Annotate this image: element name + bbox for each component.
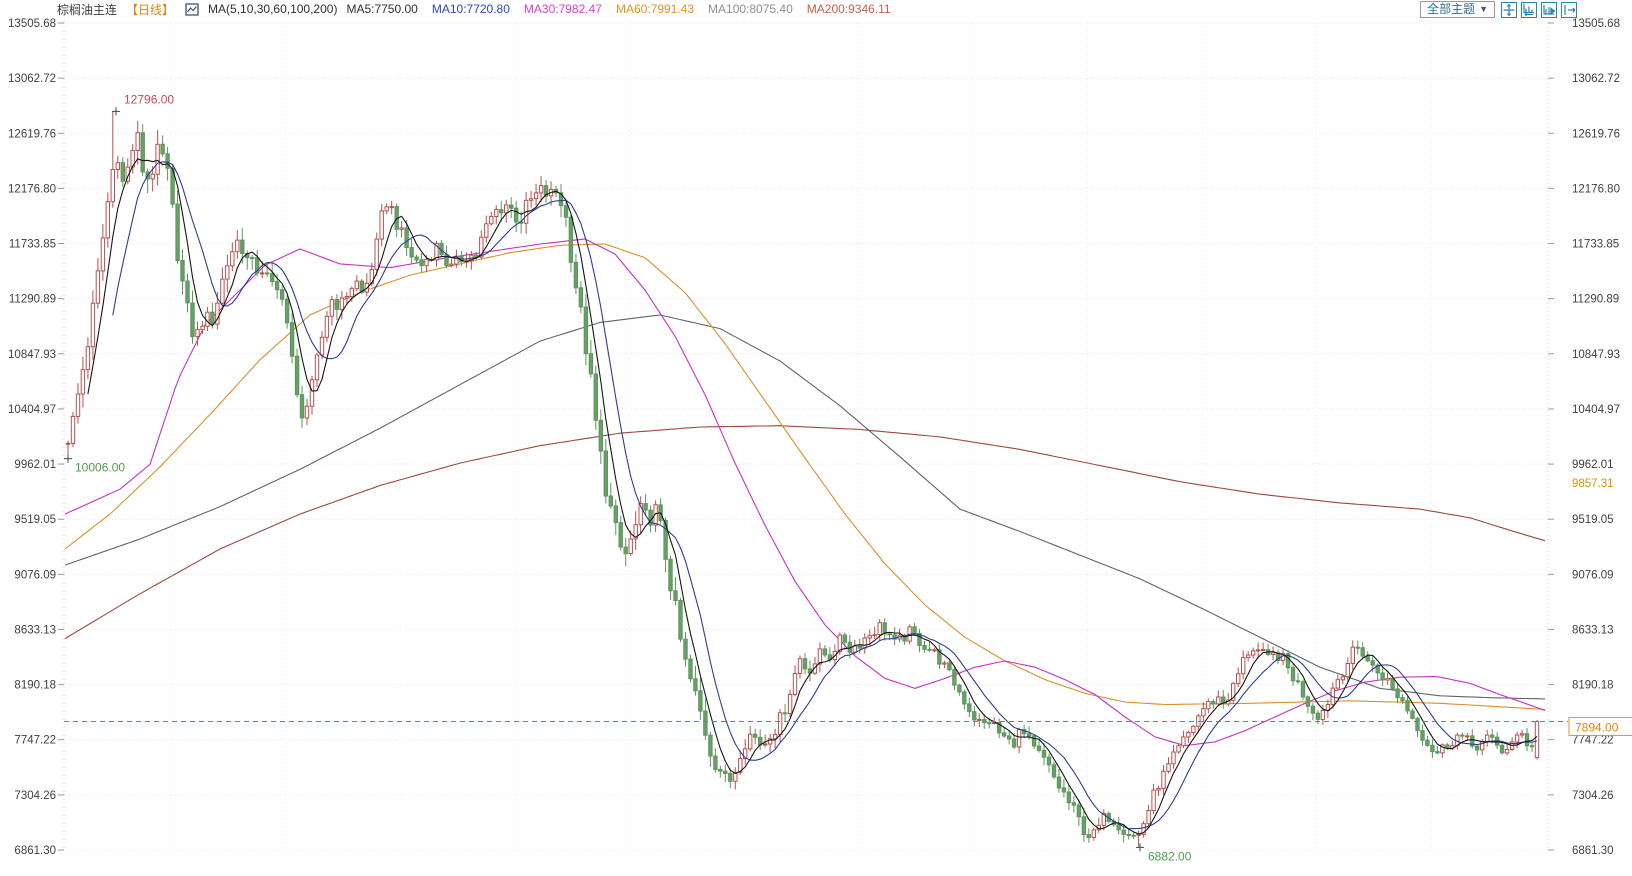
right-axis-label: 11290.89 [1572, 294, 1619, 306]
right-axis-label: 9076.09 [1572, 569, 1614, 581]
right-axis-label: 10404.97 [1572, 404, 1620, 416]
timeframe-label: 【日线】 [126, 2, 175, 17]
ma-current-values: MA5:7750.00 MA10:7720.80 MA30:7982.47 MA60:… [346, 2, 904, 16]
ma-value-label: MA5:7750.00 [346, 2, 418, 16]
theme-dropdown-label: 全部主题 [1427, 2, 1476, 16]
right-axis-label: 12176.80 [1572, 183, 1620, 195]
chart-toolbar: 全部主题 ▼ [1420, 1, 1577, 18]
ma-line-ma200 [64, 425, 1546, 640]
left-axis-label: 9519.05 [14, 514, 56, 526]
ma-value-label: MA10:7720.80 [431, 2, 510, 16]
right-axis-label: 11733.85 [1572, 239, 1619, 251]
play-forward-icon[interactable] [1541, 1, 1557, 18]
ma-line-ma60 [64, 243, 1546, 710]
left-axis-label: 9962.01 [14, 459, 56, 471]
left-axis-label: 9076.09 [14, 569, 56, 581]
ma-params-label: MA(5,10,30,60,100,200) [208, 2, 338, 16]
ma-line-ma100 [64, 314, 1546, 700]
fit-horizontal-icon[interactable] [1521, 1, 1537, 18]
exit-right-icon[interactable] [1561, 1, 1577, 18]
right-axis-label: 13505.68 [1572, 18, 1620, 30]
left-axis-label: 11290.89 [9, 294, 56, 306]
ma-slow-lines [64, 238, 1546, 747]
ma-extra-right-label: 9857.31 [1572, 478, 1614, 490]
left-axis-label: 8190.18 [14, 680, 56, 692]
ma-value-label: MA100:8075.40 [708, 2, 793, 16]
pan-icon[interactable] [1501, 1, 1517, 18]
ma-value-label: MA200:9346.11 [806, 2, 891, 16]
svg-text:6882.00: 6882.00 [1148, 849, 1192, 863]
candles-layer [65, 111, 1540, 848]
svg-text:12796.00: 12796.00 [124, 92, 174, 106]
ma-value-label: MA30:7982.47 [523, 2, 602, 16]
left-axis-label: 10847.93 [8, 349, 56, 361]
theme-dropdown-button[interactable]: 全部主题 ▼ [1420, 1, 1495, 18]
right-axis-label: 10847.93 [1572, 349, 1620, 361]
price-annotation: 6882.00 [1136, 843, 1192, 863]
right-axis-label: 8190.18 [1572, 680, 1614, 692]
left-axis-label: 7304.26 [14, 790, 56, 802]
right-axis-label: 13062.72 [1572, 73, 1620, 85]
left-axis-label: 12619.76 [8, 128, 56, 140]
ma-line-ma10 [112, 161, 1538, 830]
right-axis-label: 7747.22 [1572, 735, 1614, 747]
left-axis-label: 12176.80 [8, 183, 56, 195]
svg-text:7894.00: 7894.00 [1575, 720, 1619, 734]
instrument-title: 棕榈油主连 [57, 2, 118, 17]
left-axis-label: 11733.85 [9, 239, 56, 251]
indicator-chart-icon [185, 2, 199, 16]
right-axis-label: 9519.05 [1572, 514, 1614, 526]
left-axis-label: 13505.68 [8, 18, 56, 30]
right-axis-label: 7304.26 [1572, 790, 1614, 802]
chart-header: 棕榈油主连 【日线】 MA(5,10,30,60,100,200) MA5:77… [57, 1, 905, 17]
right-axis-label: 6861.30 [1572, 845, 1614, 857]
price-annotation: 10006.00 [64, 454, 125, 475]
ma-line-ma30 [64, 238, 1546, 747]
left-axis-label: 13062.72 [8, 73, 56, 85]
left-axis-label: 6861.30 [14, 845, 56, 857]
left-axis-label: 7747.22 [14, 735, 56, 747]
left-axis-label: 8633.13 [14, 624, 56, 636]
svg-text:10006.00: 10006.00 [75, 461, 125, 475]
caret-down-icon: ▼ [1479, 4, 1488, 14]
right-axis-label: 8633.13 [1572, 624, 1614, 636]
ma-line-ma5 [87, 158, 1538, 835]
grid-layer [58, 15, 1554, 851]
left-axis-label: 10404.97 [8, 404, 56, 416]
right-axis-label: 12619.76 [1572, 128, 1620, 140]
current-price-tag: 7894.00 [1568, 716, 1632, 736]
ma-value-label: MA60:7991.43 [615, 2, 695, 16]
right-axis-label: 9962.01 [1572, 459, 1614, 471]
price-annotation: 12796.00 [112, 92, 174, 116]
axis-labels: 13505.68 13505.68 13062.72 13062.72 12619.76… [8, 18, 1620, 857]
